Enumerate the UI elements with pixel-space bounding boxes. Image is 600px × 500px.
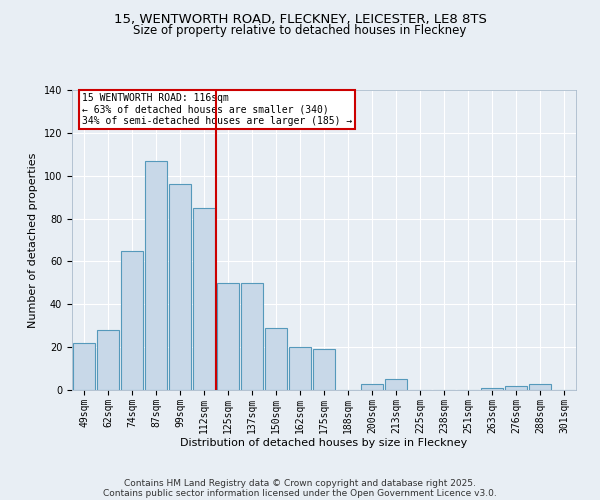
Bar — [505, 386, 527, 390]
Bar — [361, 384, 383, 390]
Text: Contains public sector information licensed under the Open Government Licence v3: Contains public sector information licen… — [103, 488, 497, 498]
Text: 15, WENTWORTH ROAD, FLECKNEY, LEICESTER, LE8 8TS: 15, WENTWORTH ROAD, FLECKNEY, LEICESTER,… — [113, 12, 487, 26]
Bar — [385, 380, 407, 390]
Bar — [529, 384, 551, 390]
Bar — [481, 388, 503, 390]
Bar — [97, 330, 119, 390]
Bar — [265, 328, 287, 390]
Bar — [313, 350, 335, 390]
Bar — [217, 283, 239, 390]
Bar — [289, 347, 311, 390]
Bar — [73, 343, 95, 390]
Text: Contains HM Land Registry data © Crown copyright and database right 2025.: Contains HM Land Registry data © Crown c… — [124, 478, 476, 488]
Bar — [169, 184, 191, 390]
Bar — [241, 283, 263, 390]
Bar — [145, 160, 167, 390]
Bar — [193, 208, 215, 390]
Y-axis label: Number of detached properties: Number of detached properties — [28, 152, 38, 328]
Bar — [121, 250, 143, 390]
X-axis label: Distribution of detached houses by size in Fleckney: Distribution of detached houses by size … — [181, 438, 467, 448]
Text: 15 WENTWORTH ROAD: 116sqm
← 63% of detached houses are smaller (340)
34% of semi: 15 WENTWORTH ROAD: 116sqm ← 63% of detac… — [82, 93, 352, 126]
Text: Size of property relative to detached houses in Fleckney: Size of property relative to detached ho… — [133, 24, 467, 37]
